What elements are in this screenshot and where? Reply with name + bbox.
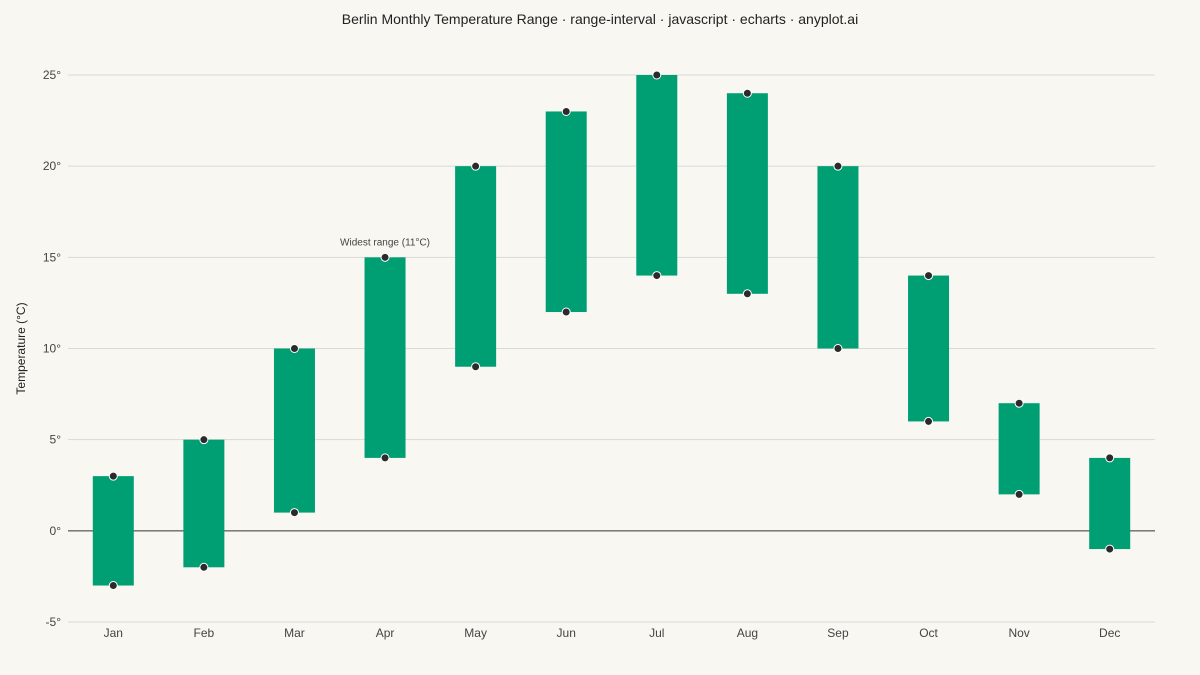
- range-high-marker: [1014, 398, 1024, 408]
- range-high-marker: [561, 106, 571, 116]
- x-tick-label: Aug: [737, 626, 758, 640]
- y-tick-label: 10°: [43, 342, 61, 356]
- range-bar: [636, 75, 678, 276]
- y-axis-title: Temperature (°C): [14, 302, 28, 394]
- range-high-marker: [199, 435, 209, 445]
- range-high-marker: [924, 271, 934, 281]
- annotation-label: Widest range (11°C): [340, 237, 430, 248]
- y-tick-label: -5°: [46, 615, 62, 629]
- x-tick-label: Jun: [557, 626, 576, 640]
- range-bar: [545, 111, 587, 313]
- x-tick-label: May: [464, 626, 487, 640]
- range-low-marker: [561, 307, 571, 317]
- x-tick-label: Sep: [827, 626, 849, 640]
- range-low-marker: [380, 453, 390, 463]
- range-bar: [1089, 457, 1131, 550]
- y-tick-label: 25°: [43, 68, 61, 82]
- range-high-marker: [742, 88, 752, 98]
- chart-title: Berlin Monthly Temperature Range · range…: [341, 11, 859, 27]
- range-low-marker: [1014, 489, 1024, 499]
- range-bar: [183, 439, 225, 568]
- range-low-marker: [471, 362, 481, 372]
- range-low-marker: [742, 289, 752, 299]
- range-low-marker: [289, 508, 299, 518]
- x-tick-label: Jan: [104, 626, 123, 640]
- y-tick-label: 5°: [50, 433, 62, 447]
- range-high-marker: [289, 344, 299, 353]
- y-tick-label: 15°: [43, 250, 61, 264]
- range-bar: [92, 476, 134, 586]
- range-bar: [998, 403, 1040, 495]
- range-low-marker: [924, 416, 934, 426]
- x-tick-label: Oct: [919, 626, 938, 640]
- range-high-marker: [1105, 453, 1115, 463]
- range-low-marker: [199, 562, 209, 572]
- x-tick-label: Feb: [194, 626, 215, 640]
- range-low-marker: [833, 344, 843, 353]
- range-bar: [817, 166, 859, 349]
- range-bar: [908, 275, 950, 422]
- range-bar: [364, 257, 406, 458]
- x-tick-label: Jul: [649, 626, 664, 640]
- y-tick-label: 20°: [43, 159, 61, 173]
- x-tick-label: Apr: [376, 626, 395, 640]
- range-high-marker: [380, 252, 390, 262]
- range-bar: [273, 348, 315, 513]
- range-high-marker: [108, 471, 118, 481]
- y-tick-label: 0°: [50, 524, 62, 538]
- range-low-marker: [1105, 544, 1115, 554]
- range-bar: [455, 166, 497, 367]
- range-low-marker: [652, 271, 662, 281]
- range-low-marker: [108, 581, 118, 591]
- range-high-marker: [833, 161, 843, 171]
- x-tick-label: Mar: [284, 626, 305, 640]
- range-high-marker: [471, 161, 481, 171]
- range-bar: [726, 93, 768, 294]
- x-tick-label: Dec: [1099, 626, 1120, 640]
- x-tick-label: Nov: [1008, 626, 1029, 640]
- range-high-marker: [652, 70, 662, 80]
